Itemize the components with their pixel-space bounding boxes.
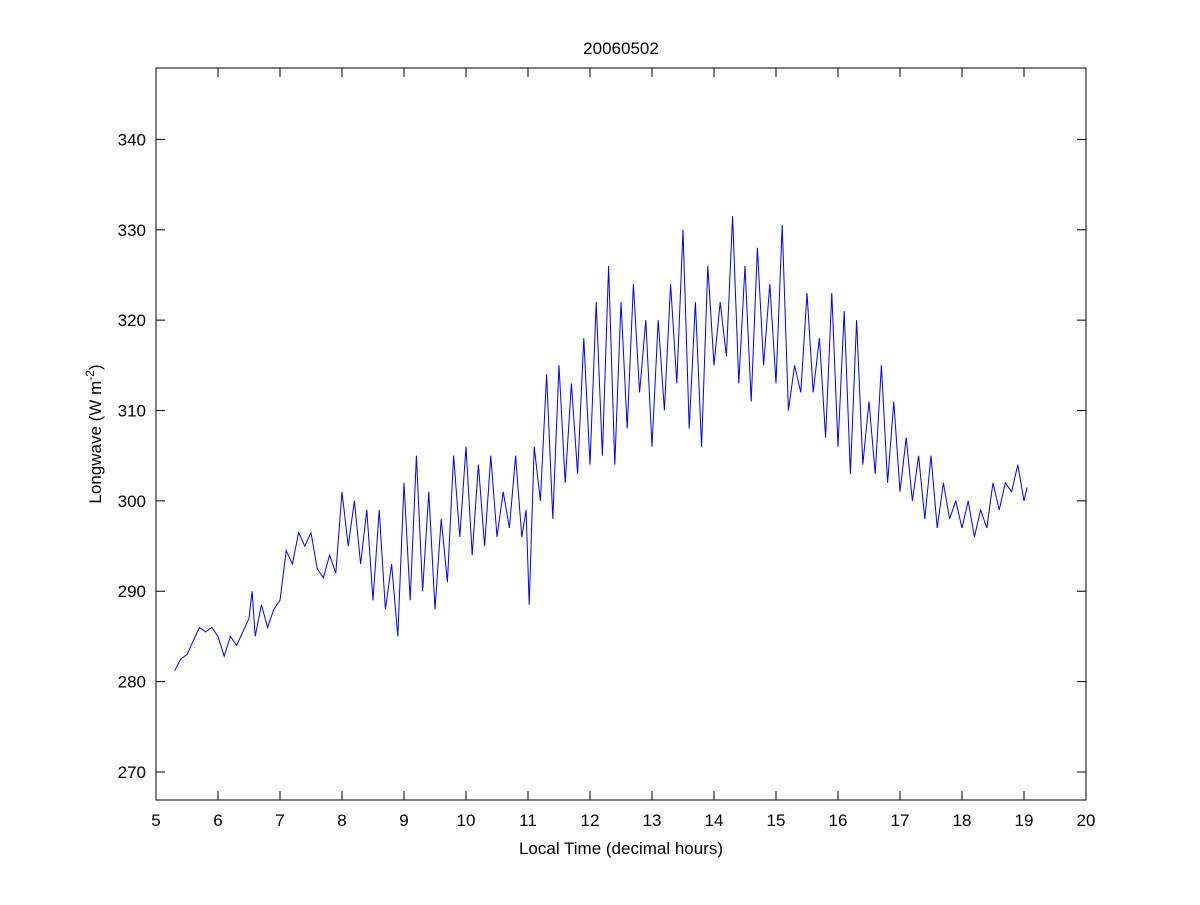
x-tick-label: 15: [767, 811, 786, 830]
y-tick-label: 320: [118, 311, 146, 330]
x-tick-label: 17: [891, 811, 910, 830]
y-axis-label-base: Longwave (W m: [86, 381, 105, 504]
y-tick-label: 310: [118, 402, 146, 421]
x-tick-label: 18: [953, 811, 972, 830]
x-tick-label: 5: [151, 811, 160, 830]
x-axis-label: Local Time (decimal hours): [519, 839, 723, 858]
x-tick-label: 12: [581, 811, 600, 830]
x-tick-label: 14: [705, 811, 724, 830]
y-tick-label: 330: [118, 221, 146, 240]
x-tick-label: 11: [519, 811, 537, 830]
x-tick-label: 19: [1015, 811, 1034, 830]
x-tick-label: 6: [213, 811, 222, 830]
y-tick-label: 270: [118, 763, 146, 782]
y-tick-label: 300: [118, 492, 146, 511]
chart-title: 20060502: [583, 39, 659, 58]
x-tick-label: 10: [457, 811, 476, 830]
y-axis-label-end: ): [86, 364, 105, 370]
x-tick-label: 8: [337, 811, 346, 830]
plot-area: [155, 67, 1087, 801]
x-tick-label: 9: [399, 811, 408, 830]
x-tick-label: 13: [643, 811, 662, 830]
y-tick-label: 340: [118, 130, 146, 149]
y-axis-label: Longwave (W m-2): [83, 364, 105, 503]
series-line-longwave: [174, 216, 1028, 672]
y-axis-label-sup: -2: [83, 370, 97, 381]
x-tick-label: 7: [275, 811, 284, 830]
x-tick-label: 20: [1077, 811, 1096, 830]
y-tick-label: 280: [118, 673, 146, 692]
x-tick-label: 16: [829, 811, 848, 830]
y-tick-label: 290: [118, 582, 146, 601]
